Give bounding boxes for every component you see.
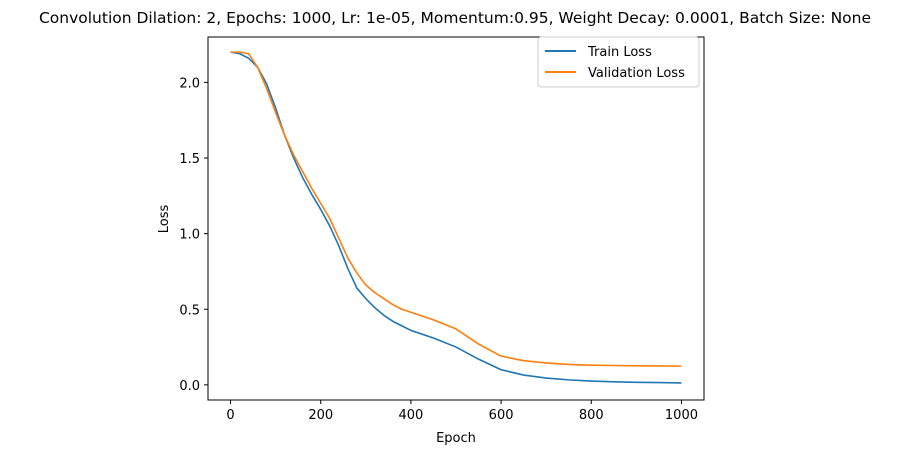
y-tick-label: 1.5 [179,152,200,167]
x-axis-label: Epoch [436,431,476,446]
x-tick-label: 200 [308,408,333,423]
legend-box [537,36,700,88]
y-tick-label: 2.0 [179,76,200,91]
y-tick-label: 1.0 [179,228,200,243]
axes-frame [207,36,705,401]
x-tick-label: 400 [398,408,423,423]
x-tick-label: 1000 [665,408,698,423]
chart-title: Convolution Dilation: 2, Epochs: 1000, L… [39,9,871,27]
y-tick-label: 0.5 [179,303,200,318]
legend-label-validation: Validation Loss [588,66,685,81]
legend: Train Loss Validation Loss [537,36,700,88]
x-tick-label: 600 [489,408,514,423]
series-line-train [230,51,682,384]
plot-area: 0 200 400 600 800 1000 0.0 0.5 1.0 1.5 2.0 [179,36,705,423]
legend-label-train: Train Loss [587,45,652,60]
x-tick-label: 0 [226,408,234,423]
series-line-validation [230,51,682,367]
y-tick-label: 0.0 [179,379,200,394]
x-tick-label: 800 [579,408,604,423]
y-axis-label: Loss [157,205,172,234]
